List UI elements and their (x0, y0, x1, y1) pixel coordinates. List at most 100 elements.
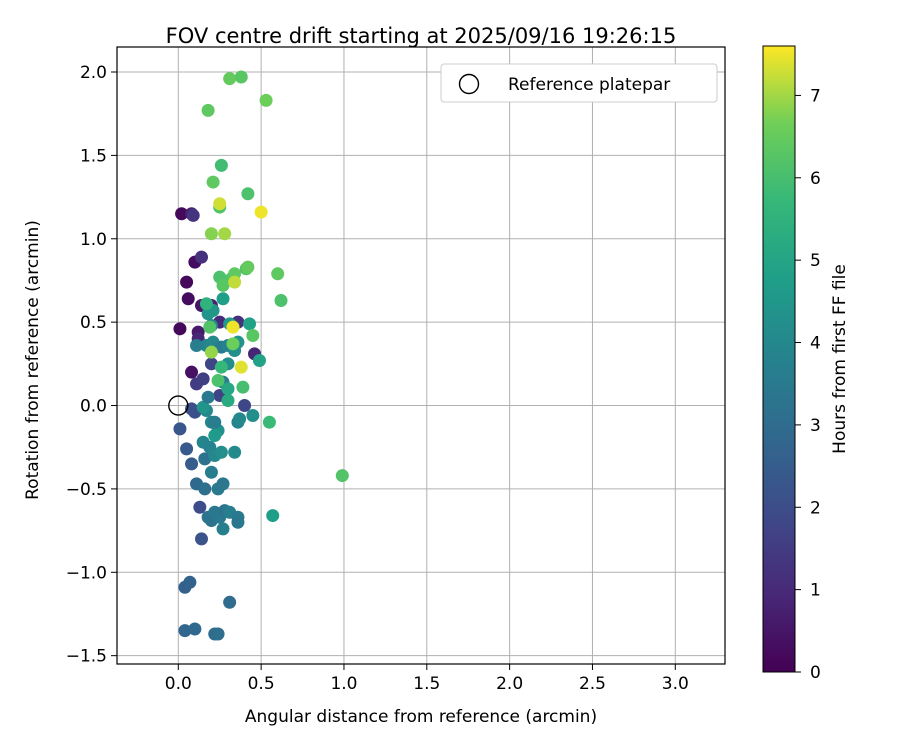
data-point (193, 500, 207, 514)
x-tick-label: 2.5 (579, 674, 606, 694)
data-point (243, 317, 257, 331)
colorbar-gradient (762, 45, 796, 673)
data-point (211, 374, 225, 388)
data-point (234, 360, 248, 374)
data-point (216, 292, 230, 306)
colorbar-tick-label: 1 (810, 581, 821, 601)
data-point (218, 227, 232, 241)
data-point (204, 465, 218, 479)
x-axis-label: Angular distance from reference (arcmin) (245, 707, 597, 727)
colorbar-label: Hours from first FF file (830, 264, 850, 454)
data-point (194, 250, 208, 264)
data-point (221, 382, 235, 396)
data-point (196, 372, 210, 386)
plot-frame (116, 46, 726, 665)
data-point (211, 627, 225, 641)
data-point (201, 103, 215, 117)
x-tick-label: 3.0 (662, 674, 689, 694)
y-tick-label: −0.5 (66, 480, 107, 500)
data-point (173, 422, 187, 436)
data-point (226, 337, 240, 351)
data-point (208, 415, 222, 429)
data-point (180, 442, 194, 456)
reference-marker (168, 395, 189, 416)
data-point (259, 93, 273, 107)
data-point (204, 227, 218, 241)
data-point (335, 469, 349, 483)
data-point (206, 175, 220, 189)
y-axis-label: Rotation from reference (arcmin) (23, 220, 43, 500)
data-point (214, 360, 228, 374)
colorbar-tick-label: 5 (810, 251, 821, 271)
data-point (175, 207, 189, 221)
colorbar-tick-label: 4 (810, 334, 821, 354)
data-point (208, 429, 222, 443)
data-point (233, 412, 247, 426)
data-point (203, 320, 217, 334)
data-point (190, 338, 204, 352)
data-point (246, 328, 260, 342)
data-point (199, 297, 213, 311)
reference-platepar-point (168, 395, 189, 416)
data-point (228, 445, 242, 459)
data-point (213, 197, 227, 211)
data-point (214, 158, 228, 172)
legend-label: Reference platepar (508, 75, 670, 95)
data-point (271, 267, 285, 281)
data-point (196, 400, 210, 414)
data-point (223, 72, 237, 86)
data-point (228, 275, 242, 289)
data-point (194, 532, 208, 546)
y-tick-label: −1.0 (66, 563, 107, 583)
legend-box (440, 63, 718, 103)
x-axis-ticks: 0.0 0.5 1.0 1.5 2.0 2.5 3.0 (165, 664, 689, 694)
data-point (173, 322, 187, 336)
data-point (266, 509, 280, 523)
data-point (216, 477, 230, 491)
y-tick-label: 1.0 (80, 230, 107, 250)
data-point (204, 345, 218, 359)
data-points (173, 70, 349, 641)
chart-title: FOV centre drift starting at 2025/09/16 … (166, 24, 677, 48)
legend-open-circle-icon (458, 73, 480, 95)
x-tick-label: 0.0 (165, 674, 192, 694)
data-point (241, 260, 255, 274)
data-point (236, 380, 250, 394)
data-point (214, 445, 228, 459)
colorbar-ticks: 0 1 2 3 4 5 6 7 (795, 86, 821, 683)
data-point (198, 452, 212, 466)
y-tick-label: −1.5 (66, 647, 107, 667)
data-point (231, 515, 245, 529)
data-point (188, 622, 202, 636)
data-point (180, 275, 194, 289)
y-tick-label: 2.0 (80, 63, 107, 83)
y-tick-label: 1.5 (80, 146, 107, 166)
data-point (185, 365, 199, 379)
data-point (221, 394, 235, 408)
data-point (246, 409, 260, 423)
data-point (238, 399, 252, 413)
colorbar-tick-label: 2 (810, 498, 821, 518)
data-point (274, 293, 288, 307)
data-point (181, 292, 195, 306)
data-point (223, 595, 237, 609)
data-point (201, 390, 215, 404)
x-tick-label: 0.5 (248, 674, 275, 694)
x-tick-label: 1.5 (413, 674, 440, 694)
data-point (241, 187, 255, 201)
data-point (216, 522, 230, 536)
x-tick-label: 1.0 (330, 674, 357, 694)
x-tick-label: 2.0 (496, 674, 523, 694)
data-point (198, 482, 212, 496)
y-tick-label: 0.0 (80, 397, 107, 417)
data-point (252, 354, 266, 368)
y-axis-ticks: −1.5 −1.0 −0.5 0.0 0.5 1.0 1.5 2.0 (66, 63, 117, 667)
colorbar-tick-label: 7 (810, 86, 821, 106)
data-point (226, 320, 240, 334)
y-tick-label: 0.5 (80, 313, 107, 333)
colorbar-tick-label: 0 (810, 663, 821, 683)
data-point (186, 208, 200, 222)
data-point (178, 624, 192, 638)
data-point (254, 205, 268, 219)
colorbar-tick-label: 6 (810, 169, 821, 189)
